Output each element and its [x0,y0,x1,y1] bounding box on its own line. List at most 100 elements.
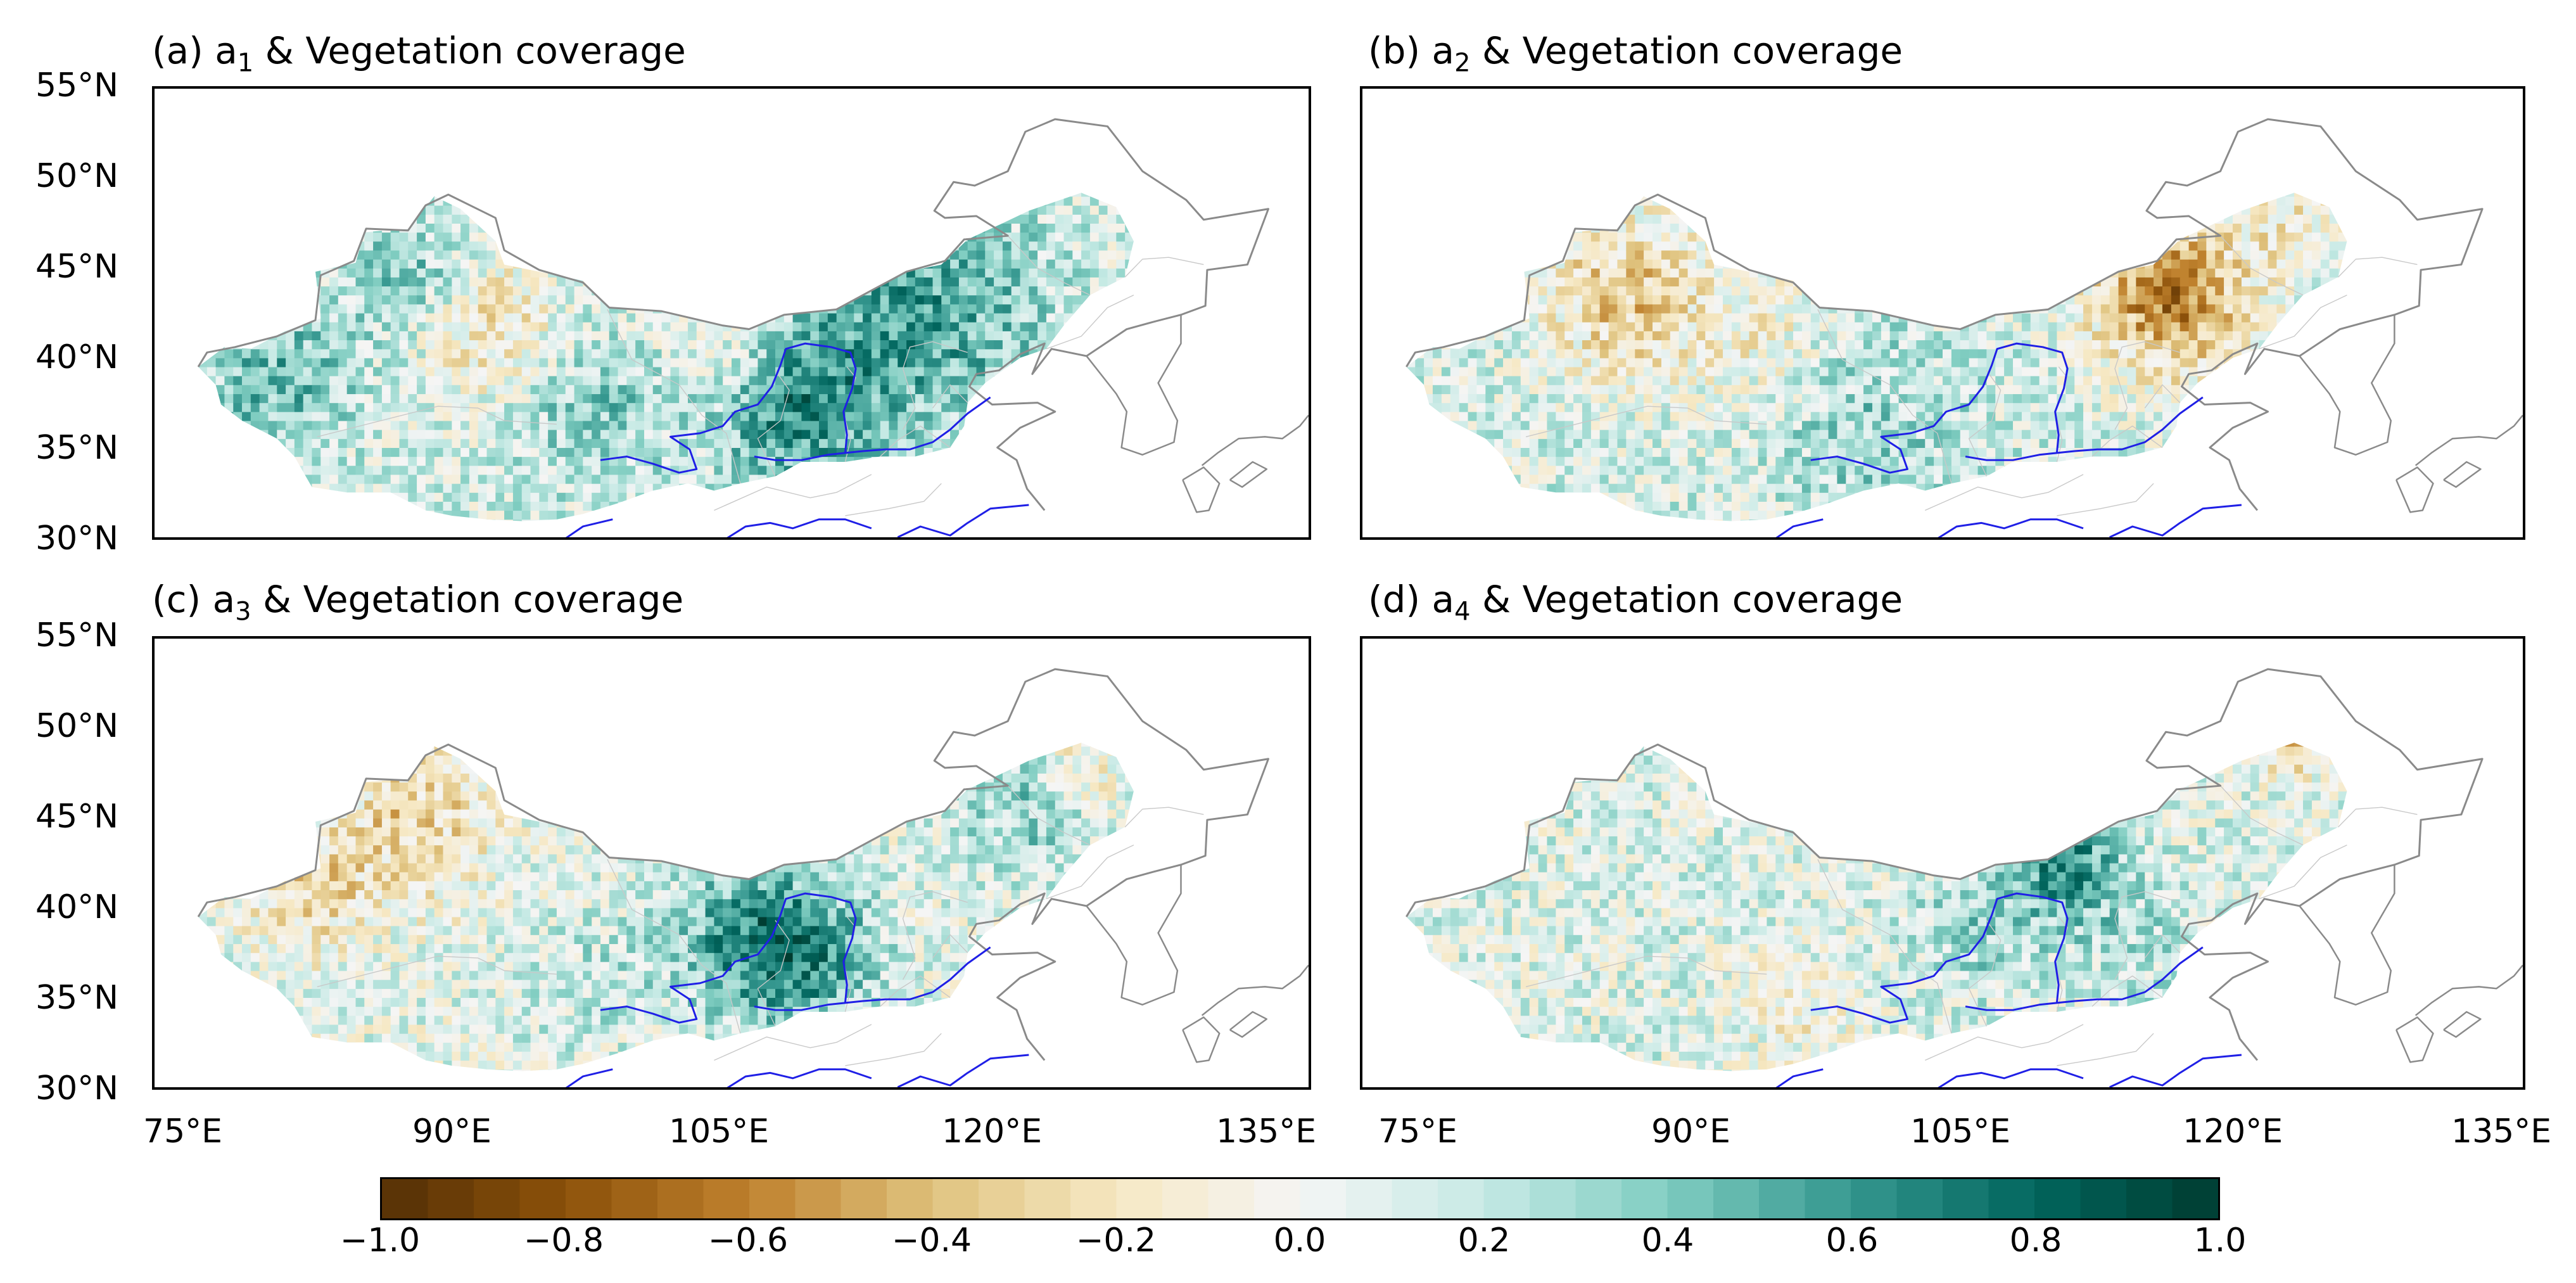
field-cell [373,286,383,296]
field-cell [1081,420,1091,430]
field-cell [268,340,277,350]
field-cell [417,366,426,376]
field-cell [241,250,251,260]
field-cell [1406,268,1416,278]
field-cell [600,510,610,520]
field-cell [1494,295,1504,305]
field-cell [565,447,575,457]
field-cell [766,501,776,511]
field-cell [215,492,225,502]
field-cell [206,501,217,511]
field-cell [915,295,925,305]
field-cell [329,205,339,215]
field-cell [320,447,330,457]
field-cell [548,241,557,251]
field-cell [250,303,260,314]
field-cell [1134,438,1143,448]
field-cell [950,303,960,314]
field-cell [670,385,680,395]
field-cell [320,295,330,305]
field-cell [295,179,303,188]
field-cell [443,241,452,251]
field-cell [1547,357,1556,367]
field-cell [1538,393,1548,404]
field-cell [600,385,610,395]
field-cell [1029,465,1038,475]
field-cell [1037,193,1047,197]
field-cell [1406,492,1416,502]
field-cell [1529,277,1539,287]
field-cell [854,193,863,197]
field-cell [452,510,461,520]
field-cell [626,501,636,511]
field-cell [871,376,881,385]
field-cell [618,385,628,395]
field-cell [1037,331,1047,341]
field-cell [1037,241,1047,251]
field-cell [775,268,785,278]
field-cell [679,193,688,197]
field-cell [1485,179,1495,188]
field-cell [346,295,357,305]
field-cell [408,519,417,521]
field-cell [932,411,942,421]
field-cell [1063,366,1073,376]
field-cell [320,179,329,188]
field-cell [863,385,872,395]
field-cell [556,286,566,296]
field-cell [854,357,863,367]
field-cell [460,348,470,359]
field-cell [565,303,575,314]
field-cell [1002,241,1012,251]
field-cell [1406,438,1416,448]
field-cell [1029,438,1038,448]
field-cell [766,286,776,296]
field-cell [495,331,505,341]
field-cell [705,376,715,385]
field-cell [1055,214,1065,224]
field-cell [355,303,365,314]
field-cell [443,510,452,520]
field-cell [696,295,706,305]
field-cell [958,366,968,376]
field-cell [906,331,916,341]
field-cell [932,340,942,350]
field-cell [417,519,426,521]
field-cell [836,420,846,430]
field-cell [390,474,400,484]
field-cell [923,223,934,233]
field-cell [618,492,628,502]
field-cell [512,340,523,350]
field-cell [1520,348,1530,359]
field-cell [583,411,592,421]
field-cell [1406,357,1407,367]
field-cell [1441,205,1451,215]
field-cell [836,331,846,341]
field-cell [976,223,986,233]
field-cell [775,501,785,511]
field-cell [626,438,636,448]
field-cell [434,357,444,367]
field-cell [1107,250,1117,260]
field-cell [801,366,811,376]
field-cell [1046,385,1056,395]
field-cell [1468,376,1478,385]
field-cell [985,286,994,296]
field-cell [1055,340,1065,350]
field-cell [565,420,575,430]
field-cell [1511,331,1521,341]
field-cell [504,340,514,350]
field-cell [1450,313,1460,322]
field-cell [923,303,934,314]
field-cell [250,286,260,296]
field-cell [732,179,740,188]
field-cell [818,193,828,197]
field-cell [994,322,1003,331]
field-cell [1046,193,1056,197]
field-cell [460,340,470,350]
field-cell [1134,403,1143,412]
field-cell [618,501,628,511]
field-cell [609,232,619,242]
field-cell [863,277,872,287]
field-cell [583,196,592,206]
